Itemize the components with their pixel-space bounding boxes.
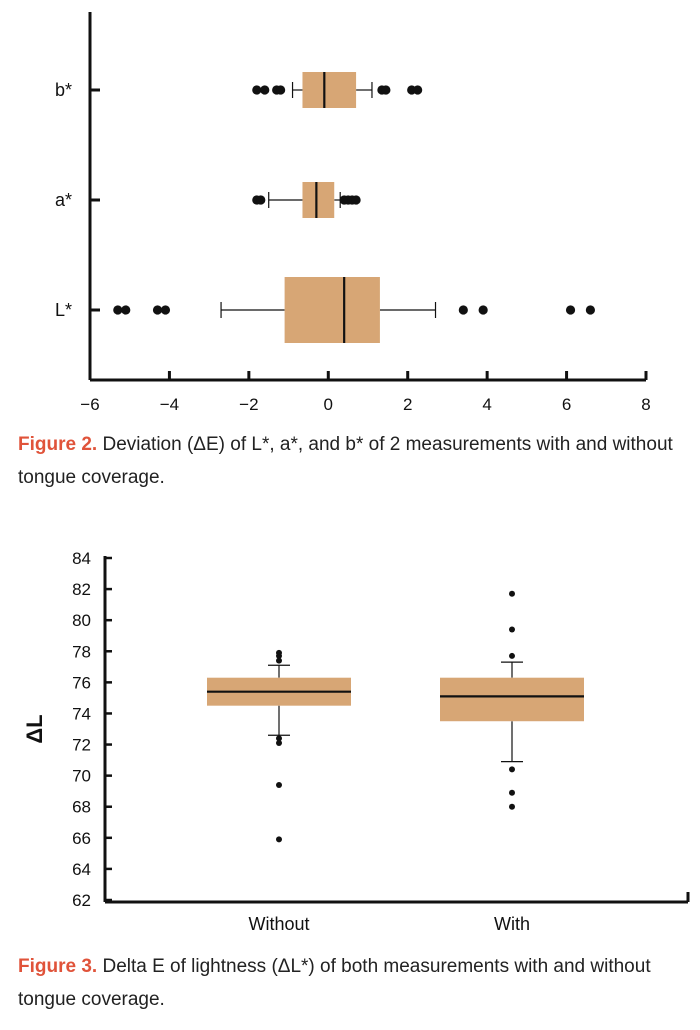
outlier-point [160, 305, 171, 315]
outlier-point [113, 305, 123, 315]
outlier-point [351, 195, 361, 205]
y-tick-label: 62 [72, 891, 91, 910]
iqr-box [284, 277, 380, 343]
outlier-point [478, 305, 488, 315]
y-category-label: a* [55, 190, 72, 210]
y-tick-label: 76 [72, 673, 91, 692]
outlier-point [509, 590, 515, 597]
x-tick-label: −6 [80, 395, 99, 414]
outlier-point [381, 85, 391, 95]
y-tick-label: 84 [72, 549, 91, 568]
deviation-boxplot-chart: −6 −4 −2 0 2 4 6 8 L* a* b* [55, 12, 651, 414]
outlier-point [260, 85, 270, 95]
x-tick-label: 2 [403, 395, 412, 414]
y-tick-label: 78 [72, 642, 91, 661]
x-tick-label: 0 [324, 395, 333, 414]
y-tick-label: 66 [72, 829, 91, 848]
y-tick-label: 72 [72, 736, 91, 755]
box-without [207, 649, 351, 843]
figure-2-text: Deviation (ΔE) of L*, a*, and b* of 2 me… [18, 434, 673, 488]
outlier-point [121, 305, 131, 315]
x-category-label: With [494, 914, 530, 934]
outlier-point [413, 85, 423, 95]
figure-3-text: Delta E of lightness (ΔL*) of both measu… [18, 956, 651, 1010]
outlier-point [509, 652, 515, 659]
x-tick-label: −2 [239, 395, 258, 414]
y-tick-label: 82 [72, 580, 91, 599]
box-b-star [252, 72, 423, 108]
outlier-point [458, 305, 468, 315]
x-tick-label: 8 [641, 395, 650, 414]
outlier-point [152, 305, 163, 315]
box-with [440, 590, 584, 810]
y-tick-label: 68 [72, 798, 91, 817]
box-a-star [252, 182, 361, 218]
iqr-box [440, 677, 584, 722]
delta-l-boxplot-chart: 62 64 66 68 70 72 74 76 78 80 82 84 ΔL Without With [22, 549, 690, 934]
outlier-point [509, 803, 515, 810]
outlier-point [509, 626, 515, 633]
iqr-box [302, 72, 357, 108]
y-category-label: L* [55, 300, 72, 320]
x-tick-label: −4 [160, 395, 179, 414]
y-tick-label: 70 [72, 767, 91, 786]
outlier-point [276, 735, 282, 742]
y-axis-title: ΔL [22, 714, 47, 743]
outlier-point [585, 305, 596, 315]
outlier-point [276, 657, 282, 664]
figure-3-label: Figure 3. [18, 956, 98, 977]
figure-2-label: Figure 2. [18, 434, 98, 455]
outlier-point [276, 781, 282, 788]
x-tick-label: 6 [562, 395, 571, 414]
y-tick-label: 80 [72, 611, 91, 630]
outlier-point [276, 85, 286, 95]
outlier-point [276, 739, 282, 746]
y-tick-label: 64 [72, 860, 91, 879]
box-l-star [113, 277, 596, 343]
outlier-point [565, 305, 576, 315]
outlier-point [509, 789, 515, 796]
outlier-point [256, 195, 266, 205]
figure-3-caption: Figure 3. Delta E of lightness (ΔL*) of … [18, 950, 688, 1016]
y-tick-label: 74 [72, 704, 91, 723]
outlier-point [252, 85, 262, 95]
x-category-label: Without [248, 914, 309, 934]
outlier-point [276, 649, 282, 656]
figure-2-caption: Figure 2. Deviation (ΔE) of L*, a*, and … [18, 428, 688, 494]
x-tick-label: 4 [482, 395, 491, 414]
outlier-point [509, 766, 515, 773]
outlier-point [276, 836, 282, 843]
y-category-label: b* [55, 80, 72, 100]
iqr-box [302, 182, 335, 218]
